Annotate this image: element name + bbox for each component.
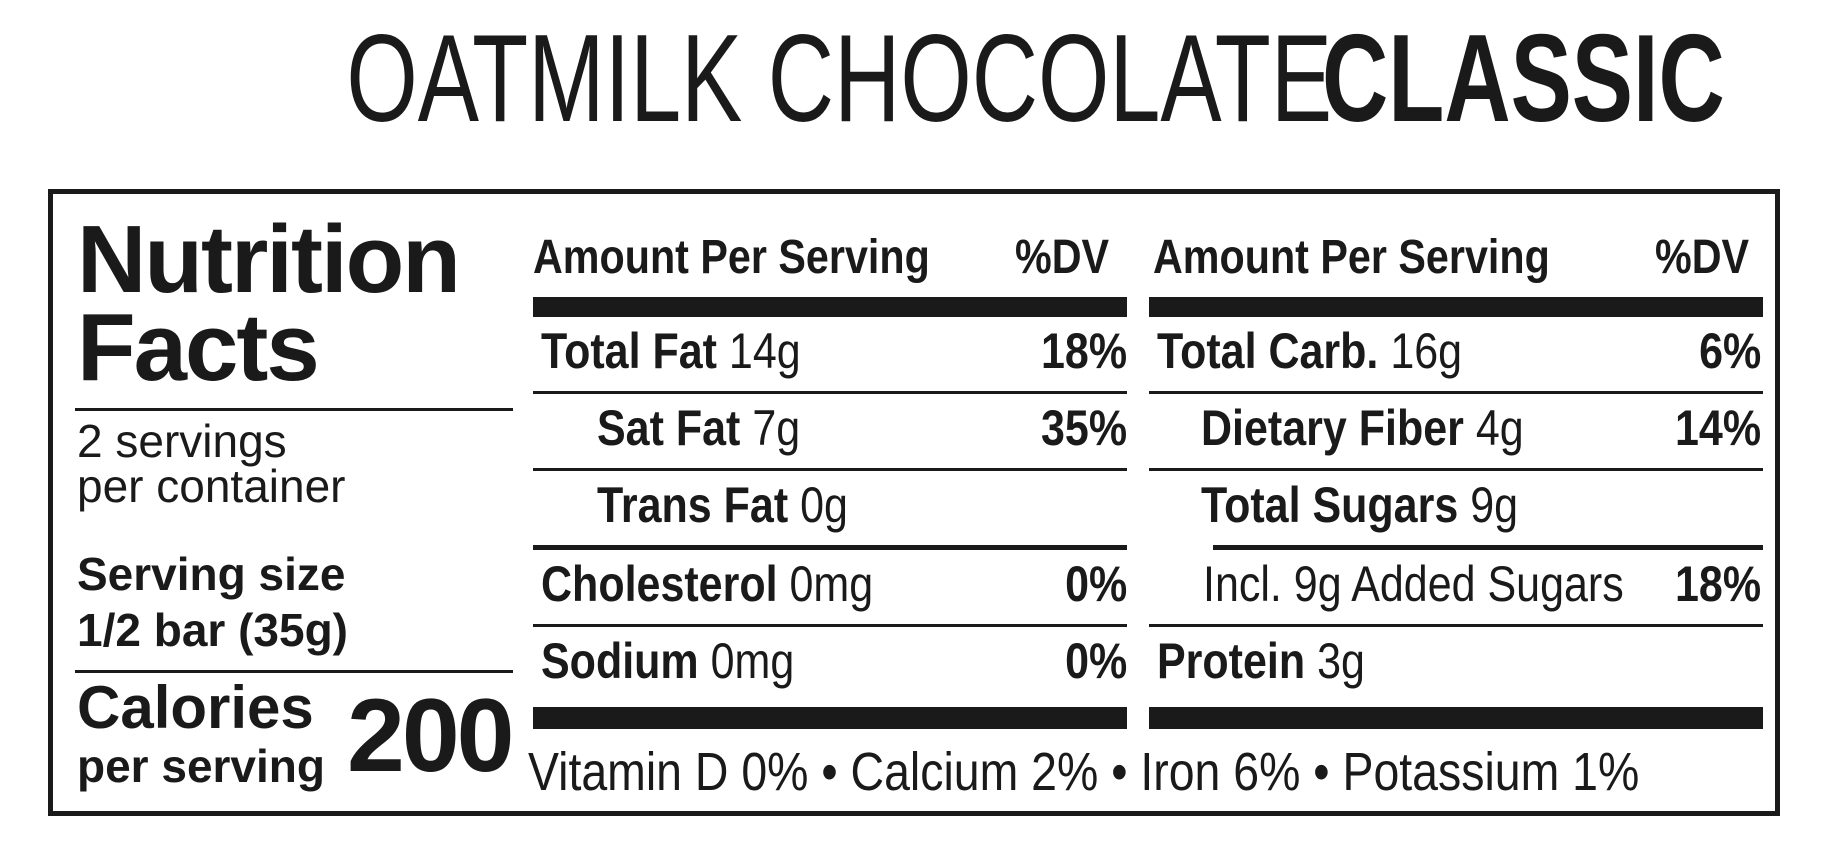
calories-label: Calories <box>77 674 314 741</box>
row-divider <box>1149 468 1763 471</box>
nutrition-facts-heading: Nutrition Facts <box>77 206 461 401</box>
product-title-bold: CLASSIC <box>1322 10 1726 148</box>
left-header-amount: Amount Per Serving <box>533 231 930 284</box>
nutrition-facts-panel: Nutrition Facts 2 servings per container… <box>48 189 1780 816</box>
nutrient-row-total-fat: Total Fat 14g 18% <box>541 323 1127 379</box>
left-header-dv: %DV <box>1015 231 1110 284</box>
product-title-light: OATMILK CHOCOLATE <box>346 10 1333 148</box>
right-header-amount: Amount Per Serving <box>1153 231 1550 284</box>
thick-divider <box>1149 297 1763 317</box>
heading-line-2: Facts <box>77 294 320 401</box>
vitamins-minerals: Vitamin D 0% • Calcium 2% • Iron 6% • Po… <box>528 742 1640 802</box>
nutrient-row-sat-fat: Sat Fat 7g 35% <box>597 400 1127 456</box>
divider <box>75 408 513 411</box>
nutrient-row-total-sugars: Total Sugars 9g <box>1201 477 1519 533</box>
row-divider <box>533 624 1127 627</box>
nutrient-row-cholesterol: Cholesterol 0mg 0% <box>541 556 1127 612</box>
serving-size-value: 1/2 bar (35g) <box>77 604 348 656</box>
right-header-dv: %DV <box>1655 231 1750 284</box>
product-title: OATMILK CHOCOLATE CLASSIC <box>0 8 1827 150</box>
nutrient-row-protein: Protein 3g <box>1157 633 1365 689</box>
servings-line-1: 2 servings <box>77 415 287 467</box>
calories-value: 200 <box>347 678 515 794</box>
row-divider <box>533 545 1127 550</box>
row-divider <box>1149 391 1763 394</box>
thick-divider <box>1149 707 1763 729</box>
servings-per-container: 2 servings per container <box>77 415 346 512</box>
row-divider <box>1213 545 1763 550</box>
row-divider <box>1149 624 1763 627</box>
thick-divider <box>533 297 1127 317</box>
row-divider <box>533 468 1127 471</box>
serving-size-label: Serving size <box>77 548 346 600</box>
calories-per-serving-label: per serving <box>77 740 325 792</box>
heading-line-1: Nutrition <box>77 206 461 313</box>
serving-size: Serving size 1/2 bar (35g) <box>77 546 348 658</box>
thick-divider <box>533 707 1127 729</box>
nutrient-row-dietary-fiber: Dietary Fiber 4g 14% <box>1201 400 1761 456</box>
divider <box>75 670 513 673</box>
servings-line-2: per container <box>77 460 346 512</box>
nutrient-row-total-carb: Total Carb. 16g 6% <box>1157 323 1761 379</box>
nutrient-row-sodium: Sodium 0mg 0% <box>541 633 1127 689</box>
nutrient-row-trans-fat: Trans Fat 0g <box>597 477 848 533</box>
row-divider <box>533 391 1127 394</box>
nutrient-row-added-sugars: Incl. 9g Added Sugars 18% <box>1203 556 1761 612</box>
